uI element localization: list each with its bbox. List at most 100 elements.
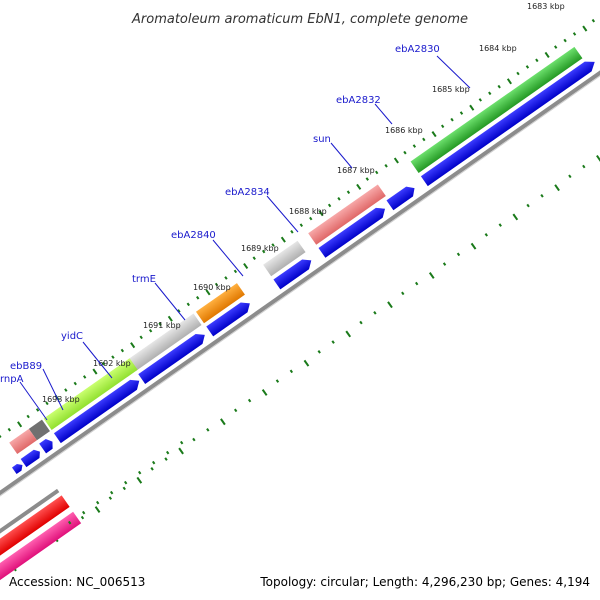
tick-mark [540, 194, 544, 198]
gene-arrow-9[interactable] [20, 447, 43, 468]
tick-mark [346, 190, 351, 195]
tick-mark [73, 381, 77, 386]
tick-mark [148, 328, 153, 333]
tick-mark [359, 320, 363, 325]
tick-mark [110, 490, 114, 495]
tick-mark [384, 164, 388, 168]
tick-mark [337, 197, 341, 201]
feature-ebB89[interactable] [28, 419, 50, 441]
tick-mark [158, 322, 162, 326]
tick-mark [525, 65, 530, 69]
tick-mark [280, 236, 286, 243]
lower-tick-ring [68, 440, 184, 525]
tick-mark [526, 203, 530, 208]
tick-mark [497, 84, 501, 89]
gene-label[interactable]: yidC [61, 331, 83, 342]
gene-label[interactable]: ebA2830 [395, 44, 440, 55]
tick-mark [572, 32, 577, 36]
tick-mark [233, 408, 238, 413]
tick-mark [122, 486, 126, 491]
tick-label: 1684 kbp [479, 44, 517, 53]
feature-ebA2830[interactable] [410, 46, 583, 174]
tick-mark [205, 289, 211, 296]
gene-arrow-5[interactable] [206, 298, 253, 337]
gene-arrow-8[interactable] [39, 437, 56, 454]
accession-label: Accession: NC_006513 [9, 575, 145, 589]
tick-mark [186, 302, 190, 307]
gene-label[interactable]: sun [313, 134, 331, 145]
tick-mark [214, 282, 219, 287]
tick-mark [261, 249, 266, 254]
tick-mark [563, 38, 567, 43]
tick-mark [68, 520, 72, 525]
tick-label: 1691 kbp [143, 321, 181, 330]
feature-ebA2840[interactable] [195, 283, 245, 324]
tick-mark [303, 359, 310, 367]
feature-sun[interactable] [308, 184, 386, 245]
feature-yidC[interactable] [43, 358, 138, 430]
gene-arrow-4[interactable] [273, 255, 314, 290]
tick-label: 1692 kbp [93, 359, 131, 368]
leader-trmE [154, 282, 186, 321]
feature-trmE[interactable] [127, 313, 202, 371]
tick-mark [271, 243, 275, 247]
inner-tick-ring [0, 155, 600, 578]
leader-ebA2840 [212, 239, 244, 277]
tick-mark [167, 315, 173, 322]
tick-label: 1685 kbp [432, 85, 470, 94]
tick-mark [498, 223, 502, 227]
gene-arrow-6[interactable] [138, 330, 208, 384]
tick-mark [512, 213, 519, 221]
tick-labels: 1683 kbp 1684 kbp 1685 kbp 1686 kbp 1687… [42, 2, 565, 404]
gene-arrow-10[interactable] [11, 462, 25, 475]
gene-label[interactable]: ebA2834 [225, 187, 270, 198]
feature-ebA2834[interactable] [263, 240, 306, 277]
gene-arrow-3[interactable] [318, 204, 389, 258]
gene-arrow-7[interactable] [53, 376, 143, 444]
tick-mark [459, 111, 464, 115]
tick-label: 1690 kbp [193, 283, 231, 292]
tick-mark [111, 355, 115, 359]
tick-mark [192, 437, 196, 442]
gene-label[interactable]: ebA2840 [171, 230, 216, 241]
tick-mark [92, 368, 98, 375]
tick-mark [387, 301, 393, 309]
tick-mark [101, 361, 106, 366]
leader-ebB89 [42, 368, 64, 411]
tick-mark [450, 117, 454, 122]
tick-mark [431, 131, 437, 138]
gene-arrow-2[interactable] [386, 183, 417, 211]
tick-mark [35, 408, 40, 412]
tick-label: 1683 kbp [527, 2, 565, 11]
feature-rnpA[interactable] [9, 428, 37, 455]
tick-mark [415, 281, 419, 286]
feature-magenta[interactable] [0, 511, 82, 600]
tick-mark [108, 496, 113, 500]
feature-red[interactable] [0, 495, 70, 599]
tick-mark [327, 203, 332, 208]
gene-label[interactable]: ebA2832 [336, 95, 381, 106]
tick-mark [138, 470, 142, 475]
tick-mark [64, 388, 68, 392]
leader-yidC [82, 341, 113, 379]
gene-label[interactable]: rnpA [0, 374, 24, 385]
tick-mark [82, 375, 87, 379]
tick-mark [309, 216, 313, 221]
gene-arrow-1[interactable] [420, 57, 598, 187]
tick-mark [289, 369, 294, 374]
tick-mark [247, 398, 252, 403]
gene-label[interactable]: ebB89 [10, 361, 42, 372]
leader-sun [330, 142, 353, 169]
gene-arrow-track [11, 57, 598, 475]
tick-mark [196, 295, 200, 300]
backbone-lower [0, 488, 60, 584]
tick-mark [506, 78, 512, 85]
gene-label[interactable]: trmE [132, 274, 156, 285]
leader-ebA2830 [436, 55, 471, 89]
tick-mark [440, 124, 445, 129]
tick-mark [591, 18, 596, 23]
genome-backbone-shadow [0, 26, 600, 555]
tick-mark [178, 447, 184, 455]
tick-mark [17, 421, 23, 428]
